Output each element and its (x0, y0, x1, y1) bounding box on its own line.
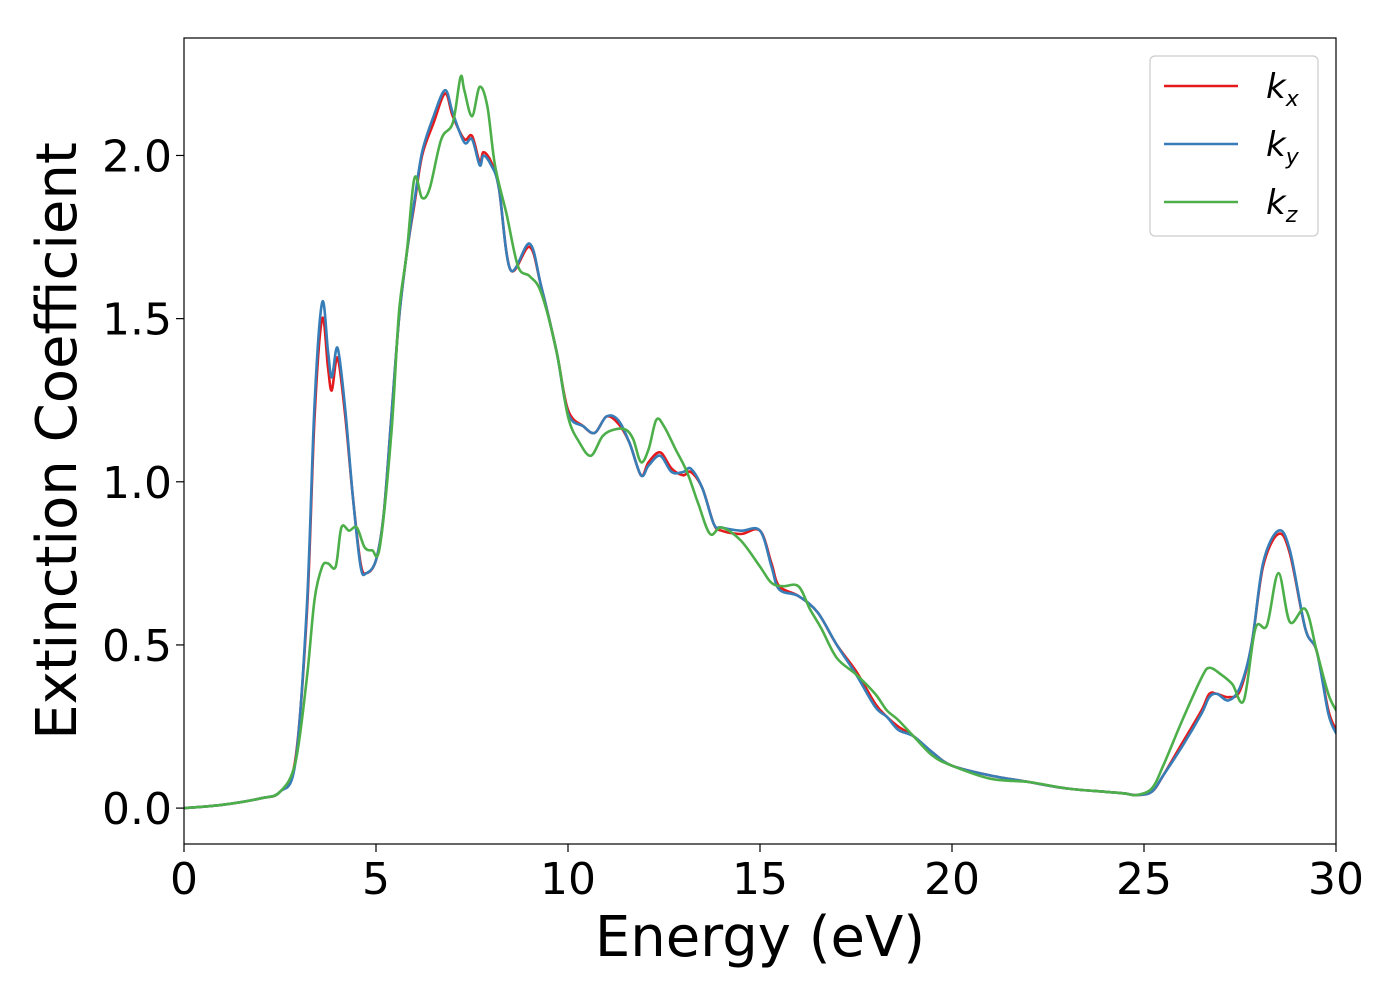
y-tick-label: 1.5 (102, 295, 172, 346)
y-tick-label: 2.0 (102, 131, 172, 182)
x-tick-label: 20 (924, 854, 980, 905)
x-tick-label: 0 (170, 854, 198, 905)
x-tick-label: 10 (540, 854, 596, 905)
x-tick-label: 25 (1116, 854, 1172, 905)
y-axis-ticks: 0.0 0.5 1.0 1.5 2.0 (102, 131, 184, 835)
x-axis-ticks: 0 5 10 15 20 25 30 (170, 844, 1364, 905)
series-line-ky (184, 88, 1336, 810)
y-axis-label: Extinction Coefficient (25, 142, 90, 740)
plot-area (184, 38, 1336, 844)
y-tick-label: 0.5 (102, 621, 172, 672)
legend-box (1149, 55, 1319, 237)
x-axis-label: Energy (eV) (595, 905, 925, 970)
x-tick-label: 30 (1308, 854, 1364, 905)
x-tick-label: 15 (732, 854, 788, 905)
y-tick-label: 0.0 (102, 784, 172, 835)
x-tick-label: 5 (362, 854, 390, 905)
series-line-kz (184, 74, 1336, 810)
series-layer (184, 74, 1336, 810)
y-tick-label: 1.0 (102, 458, 172, 509)
